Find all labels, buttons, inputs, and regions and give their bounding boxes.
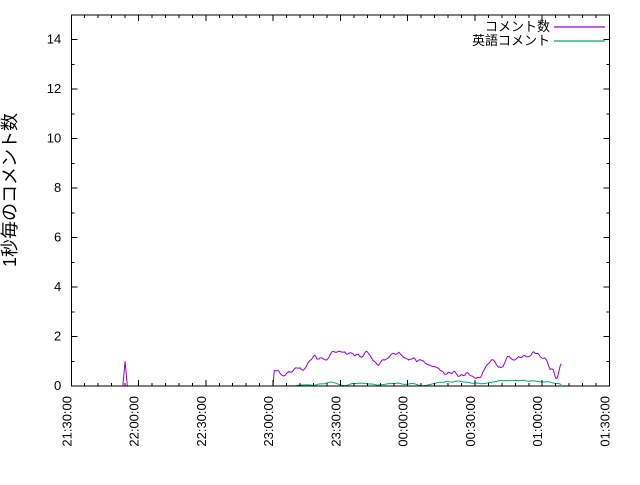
- svg-text:22:30:00: 22:30:00: [194, 396, 209, 447]
- svg-text:英語コメント: 英語コメント: [472, 33, 550, 48]
- svg-text:4: 4: [54, 279, 61, 294]
- svg-text:8: 8: [54, 180, 61, 195]
- svg-text:00:30:00: 00:30:00: [463, 396, 478, 447]
- svg-text:23:30:00: 23:30:00: [328, 396, 343, 447]
- svg-text:00:00:00: 00:00:00: [396, 396, 411, 447]
- svg-text:6: 6: [54, 230, 61, 245]
- svg-text:12: 12: [47, 81, 61, 96]
- svg-text:0: 0: [54, 378, 61, 393]
- svg-text:01:30:00: 01:30:00: [598, 396, 613, 447]
- svg-text:2: 2: [54, 329, 61, 344]
- svg-text:1秒毎のコメント数: 1秒毎のコメント数: [0, 113, 20, 267]
- svg-text:コメント数: コメント数: [485, 19, 550, 34]
- svg-text:01:00:00: 01:00:00: [530, 396, 545, 447]
- svg-text:21:30:00: 21:30:00: [59, 396, 74, 447]
- svg-text:10: 10: [47, 131, 61, 146]
- svg-text:14: 14: [47, 32, 61, 47]
- svg-text:23:00:00: 23:00:00: [261, 396, 276, 447]
- svg-text:22:00:00: 22:00:00: [127, 396, 142, 447]
